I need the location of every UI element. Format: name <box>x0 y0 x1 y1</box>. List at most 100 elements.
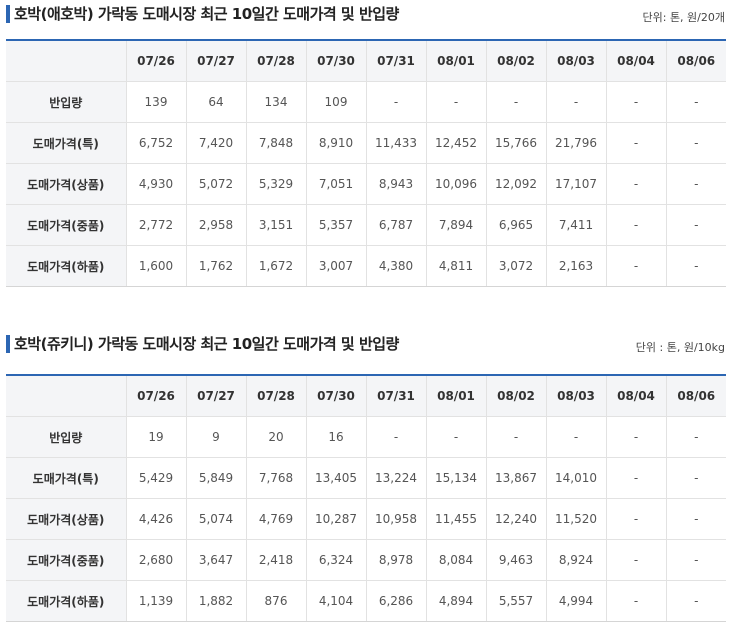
price-table: 07/26 07/27 07/28 07/30 07/31 08/01 08/02 08/03… <box>6 39 726 287</box>
column-header-date: 07/31 <box>365 40 426 82</box>
table-cell: - <box>665 539 726 581</box>
table-cell: - <box>665 498 726 540</box>
table-cell: 15,766 <box>485 122 546 164</box>
table-cell: - <box>605 163 666 205</box>
table-cell: 3,647 <box>185 539 246 581</box>
table-cell: 4,104 <box>305 580 366 622</box>
table-cell: 7,894 <box>425 204 486 246</box>
price-section-aehobak: 호박(애호박) 가락동 도매시장 최근 10일간 도매가격 및 반입량 단위: … <box>0 0 730 287</box>
unit-label: 단위 : 톤, 원/10kg <box>635 341 725 354</box>
header-row: 07/26 07/27 07/28 07/30 07/31 08/01 08/02 08/03… <box>6 40 726 82</box>
table-cell: - <box>365 416 426 458</box>
column-header-date: 08/03 <box>545 375 606 417</box>
table-cell: 8,978 <box>365 539 426 581</box>
column-header-date: 07/27 <box>185 375 246 417</box>
table-cell: 2,418 <box>245 539 306 581</box>
table-cell: 1,762 <box>185 245 246 287</box>
table-cell: 6,752 <box>125 122 186 164</box>
table-cell: 1,600 <box>125 245 186 287</box>
table-row: 도매가격(특) 5,429 5,849 7,768 13,405 13,224 15,134… <box>6 457 726 499</box>
table-body: 반입량 139 64 134 109- - - - - - 도매가격(특) 6,752 7,420 7,8… <box>6 81 726 287</box>
table-cell: 6,965 <box>485 204 546 246</box>
table-cell: - <box>605 457 666 499</box>
table-cell: 5,074 <box>185 498 246 540</box>
table-cell: 13,405 <box>305 457 366 499</box>
table-cell: - <box>665 245 726 287</box>
table-cell: - <box>605 122 666 164</box>
table-cell: - <box>665 416 726 458</box>
table-cell: 19 <box>125 416 186 458</box>
row-label: 도매가격(중품) <box>6 539 126 581</box>
table-cell: 10,096 <box>425 163 486 205</box>
table-cell: 14,010 <box>545 457 606 499</box>
header-row: 07/26 07/27 07/28 07/30 07/31 08/01 08/02 08/03… <box>6 375 726 417</box>
table-cell: 2,680 <box>125 539 186 581</box>
table-row: 도매가격(하품) 1,600 1,762 1,672 3,007 4,380 4,811 3,… <box>6 245 726 287</box>
table-cell: 17,107 <box>545 163 606 205</box>
table-cell: 8,943 <box>365 163 426 205</box>
table-row: 도매가격(상품) 4,930 5,072 5,329 7,051 8,943 10,096 1… <box>6 163 726 205</box>
column-header-date: 07/30 <box>305 40 366 82</box>
table-cell: - <box>665 81 726 123</box>
column-header-date: 07/26 <box>125 40 186 82</box>
table-cell: 876 <box>245 580 306 622</box>
table-cell: 9 <box>185 416 246 458</box>
table-row: 도매가격(중품) 2,772 2,958 3,151 5,357 6,787 7,894 6,… <box>6 204 726 246</box>
table-cell: 5,429 <box>125 457 186 499</box>
table-header: 07/26 07/27 07/28 07/30 07/31 08/01 08/02 08/03… <box>6 40 726 82</box>
table-cell: - <box>425 81 486 123</box>
table-cell: 2,772 <box>125 204 186 246</box>
table-cell: 12,092 <box>485 163 546 205</box>
section-header: 호박(쥬키니) 가락동 도매시장 최근 10일간 도매가격 및 반입량 단위 :… <box>0 330 730 362</box>
table-cell: 6,324 <box>305 539 366 581</box>
table-cell: 2,163 <box>545 245 606 287</box>
row-label: 도매가격(중품) <box>6 204 126 246</box>
column-header-date: 08/02 <box>485 40 546 82</box>
table-cell: 1,139 <box>125 580 186 622</box>
table-cell: 7,051 <box>305 163 366 205</box>
price-table: 07/26 07/27 07/28 07/30 07/31 08/01 08/02 08/03… <box>6 374 726 622</box>
column-header-date: 08/04 <box>605 40 666 82</box>
table-cell: 7,420 <box>185 122 246 164</box>
table-cell: 16 <box>305 416 366 458</box>
table-cell: - <box>485 81 546 123</box>
table-cell: 13,224 <box>365 457 426 499</box>
title-marker-icon <box>6 5 10 23</box>
table-cell: - <box>605 580 666 622</box>
column-header-date: 08/02 <box>485 375 546 417</box>
table-cell: 7,848 <box>245 122 306 164</box>
table-cell: 7,411 <box>545 204 606 246</box>
table-cell: 4,769 <box>245 498 306 540</box>
table-cell: 10,958 <box>365 498 426 540</box>
table-cell: - <box>605 81 666 123</box>
table-cell: 4,426 <box>125 498 186 540</box>
table-cell: 1,672 <box>245 245 306 287</box>
column-header-date: 08/06 <box>665 375 726 417</box>
table-cell: - <box>365 81 426 123</box>
section-title: 호박(애호박) 가락동 도매시장 최근 10일간 도매가격 및 반입량 <box>14 5 399 23</box>
table-cell: - <box>605 539 666 581</box>
table-body: 반입량 19 9 20 16- - - - - - 도매가격(특) 5,429 5,849 7,768 13… <box>6 416 726 622</box>
table-row: 도매가격(특) 6,752 7,420 7,848 8,910 11,433 12,452 1… <box>6 122 726 164</box>
row-label: 반입량 <box>6 416 126 458</box>
table-cell: 3,072 <box>485 245 546 287</box>
table-cell: 139 <box>125 81 186 123</box>
table-header: 07/26 07/27 07/28 07/30 07/31 08/01 08/02 08/03… <box>6 375 726 417</box>
section-header: 호박(애호박) 가락동 도매시장 최근 10일간 도매가격 및 반입량 단위: … <box>0 0 730 32</box>
table-cell: 6,787 <box>365 204 426 246</box>
table-cell: - <box>665 204 726 246</box>
corner-cell <box>6 40 126 82</box>
row-label: 도매가격(상품) <box>6 163 126 205</box>
table-cell: 5,072 <box>185 163 246 205</box>
column-header-date: 07/28 <box>245 375 306 417</box>
table-cell: 21,796 <box>545 122 606 164</box>
column-header-date: 08/01 <box>425 40 486 82</box>
table-cell: 3,007 <box>305 245 366 287</box>
table-cell: 11,433 <box>365 122 426 164</box>
table-cell: 4,894 <box>425 580 486 622</box>
title-marker-icon <box>6 335 10 353</box>
table-cell: 64 <box>185 81 246 123</box>
table-cell: 134 <box>245 81 306 123</box>
price-section-zucchini: 호박(쥬키니) 가락동 도매시장 최근 10일간 도매가격 및 반입량 단위 :… <box>0 330 730 622</box>
unit-label: 단위: 톤, 원/20개 <box>642 11 726 24</box>
